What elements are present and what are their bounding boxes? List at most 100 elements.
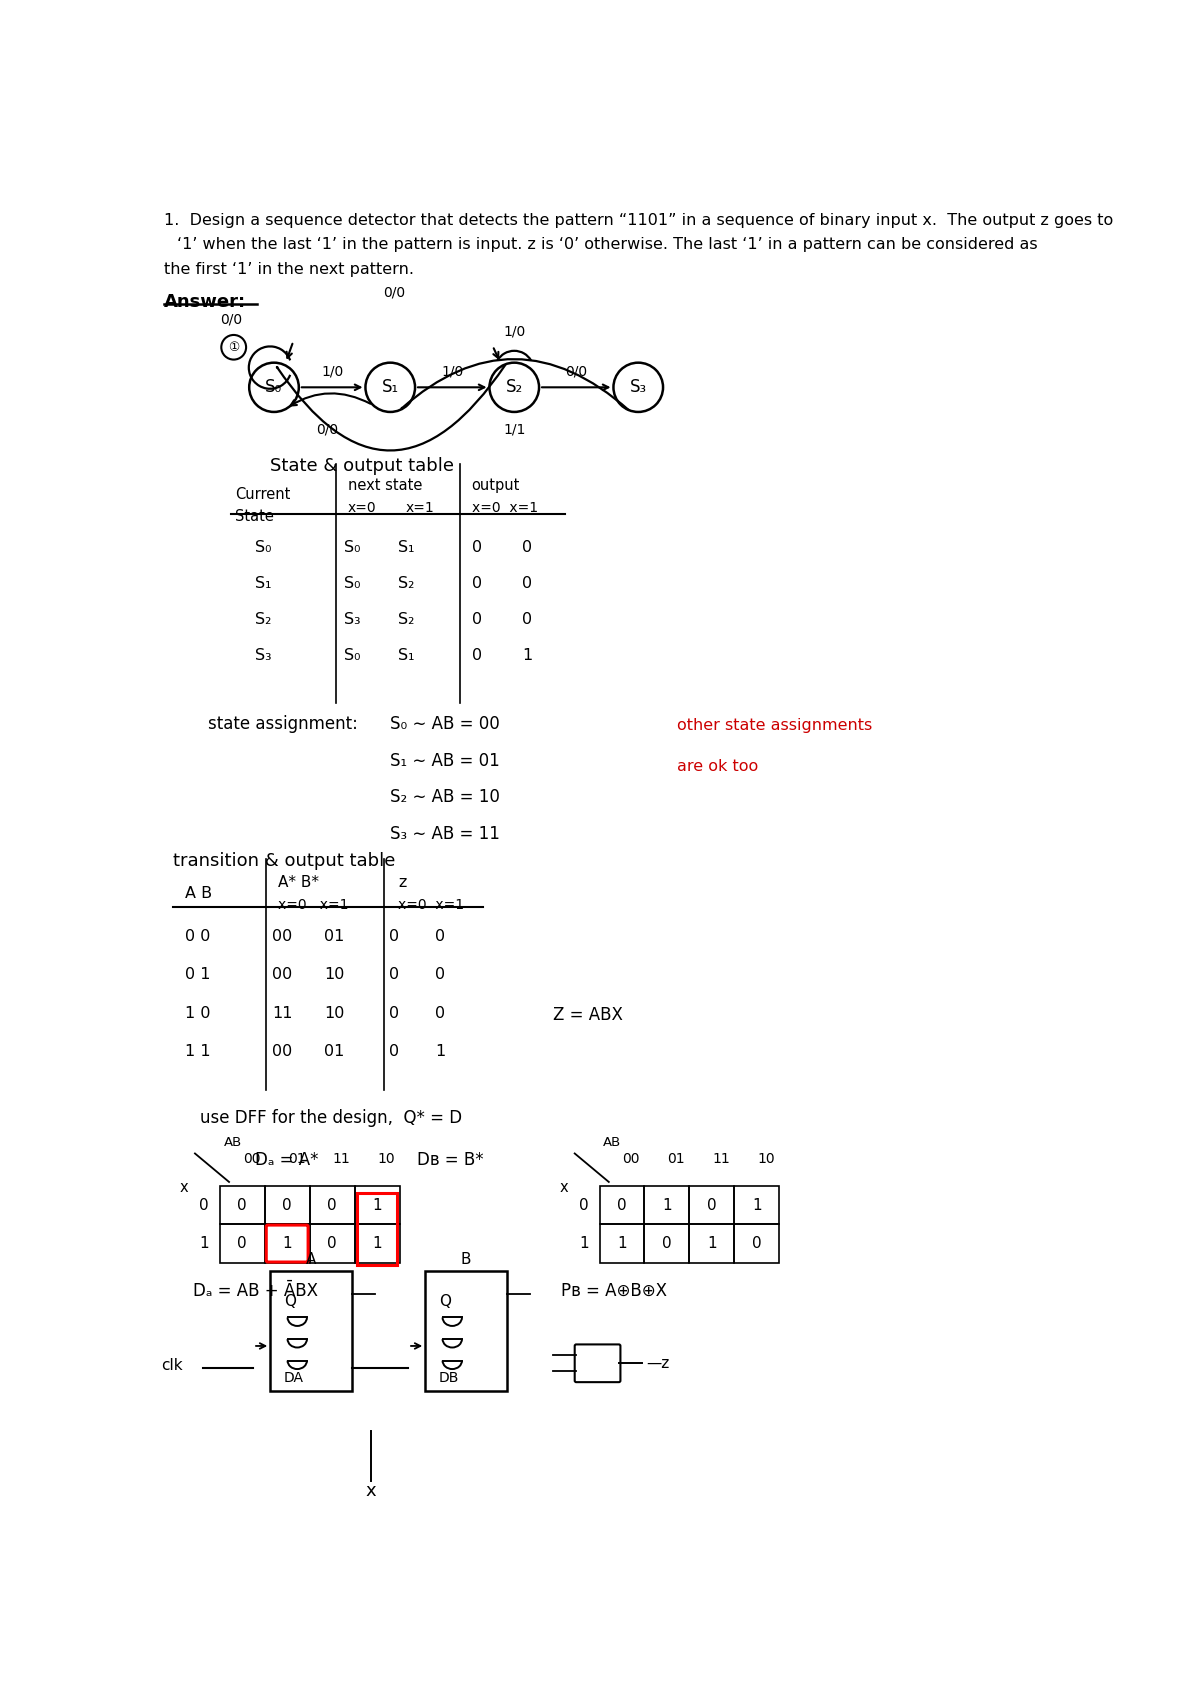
Text: S₃: S₃ (343, 612, 360, 627)
Text: ‘1’ when the last ‘1’ in the pattern is input. z is ‘0’ otherwise. The last ‘1’ : ‘1’ when the last ‘1’ in the pattern is … (178, 237, 1038, 252)
Text: S₀: S₀ (343, 576, 360, 591)
Text: 1/1: 1/1 (503, 424, 526, 437)
Text: are ok too: are ok too (677, 759, 758, 774)
Text: 1 0: 1 0 (185, 1006, 210, 1020)
Text: 1: 1 (662, 1198, 672, 1213)
Text: 0: 0 (522, 612, 532, 627)
Text: x=0: x=0 (348, 501, 377, 515)
Text: S₂: S₂ (398, 576, 414, 591)
Text: 0: 0 (436, 1006, 445, 1020)
Text: 1: 1 (617, 1237, 626, 1252)
Text: 0: 0 (436, 967, 445, 983)
Bar (355, 1225, 400, 1262)
Text: S₁: S₁ (398, 649, 414, 664)
Text: 0: 0 (707, 1198, 716, 1213)
Text: S₀ ∼ AB = 00: S₀ ∼ AB = 00 (390, 715, 500, 732)
FancyArrowPatch shape (277, 364, 505, 451)
Text: S₁: S₁ (398, 540, 414, 554)
Text: 01: 01 (324, 1044, 344, 1059)
Text: S₃: S₃ (630, 378, 647, 396)
Text: B: B (461, 1252, 472, 1267)
Text: 1: 1 (282, 1237, 292, 1252)
Text: 0: 0 (389, 1044, 398, 1059)
Text: S₂: S₂ (505, 378, 523, 396)
Text: 0: 0 (522, 576, 532, 591)
Bar (310, 1186, 355, 1225)
Text: 1 1: 1 1 (185, 1044, 210, 1059)
Text: Current: Current (235, 488, 290, 503)
Text: 0/0: 0/0 (565, 364, 587, 378)
Text: S₂: S₂ (254, 612, 271, 627)
Text: —z: —z (646, 1355, 670, 1370)
Text: 0: 0 (662, 1237, 672, 1252)
Text: x: x (559, 1179, 568, 1194)
Text: State: State (235, 508, 274, 523)
Text: 01: 01 (288, 1152, 305, 1165)
Bar (265, 1186, 310, 1225)
Text: S₀: S₀ (254, 540, 271, 554)
Text: 00: 00 (272, 967, 293, 983)
Bar (644, 1225, 690, 1262)
Text: 1: 1 (522, 649, 533, 664)
Text: 0: 0 (238, 1198, 247, 1213)
Text: Dₐ = AB + ĀBX: Dₐ = AB + ĀBX (193, 1282, 318, 1299)
Text: Dʙ = B*: Dʙ = B* (418, 1152, 484, 1169)
Text: 0: 0 (199, 1198, 209, 1213)
Bar (270, 1270, 352, 1391)
Text: 10: 10 (757, 1152, 775, 1165)
Text: 1.  Design a sequence detector that detects the pattern “1101” in a sequence of : 1. Design a sequence detector that detec… (164, 212, 1114, 227)
Bar (355, 1186, 400, 1225)
Text: S₁ ∼ AB = 01: S₁ ∼ AB = 01 (390, 752, 500, 769)
Text: Pʙ = A⊕B⊕X: Pʙ = A⊕B⊕X (560, 1282, 667, 1299)
Text: S₂: S₂ (398, 612, 414, 627)
Text: S₂ ∼ AB = 10: S₂ ∼ AB = 10 (390, 788, 500, 806)
Text: S₀: S₀ (265, 378, 283, 396)
Text: the first ‘1’ in the next pattern.: the first ‘1’ in the next pattern. (164, 263, 414, 276)
Text: 0: 0 (282, 1198, 292, 1213)
Bar (644, 1186, 690, 1225)
Bar (689, 1186, 734, 1225)
Text: 1: 1 (752, 1198, 762, 1213)
Bar (265, 1225, 310, 1262)
Bar (310, 1225, 355, 1262)
Text: transition & output table: transition & output table (173, 852, 396, 869)
Text: 00: 00 (242, 1152, 260, 1165)
Text: 00: 00 (623, 1152, 640, 1165)
Text: 1: 1 (199, 1237, 209, 1252)
Text: 0: 0 (472, 612, 481, 627)
Text: Dₐ = A*: Dₐ = A* (254, 1152, 318, 1169)
Text: S₀: S₀ (343, 540, 360, 554)
Text: 1/0: 1/0 (322, 364, 343, 378)
Text: 0: 0 (389, 1006, 398, 1020)
Text: S₁: S₁ (254, 576, 271, 591)
Text: 10: 10 (378, 1152, 395, 1165)
Text: 1: 1 (436, 1044, 445, 1059)
Text: State & output table: State & output table (270, 457, 454, 474)
Text: S₀: S₀ (343, 649, 360, 664)
Text: x=1: x=1 (406, 501, 434, 515)
Text: 0 0: 0 0 (185, 928, 210, 944)
Text: 0: 0 (389, 967, 398, 983)
Text: ①: ① (228, 340, 239, 354)
Text: 1: 1 (372, 1198, 382, 1213)
Text: other state assignments: other state assignments (677, 718, 872, 734)
Text: x=0  x=1: x=0 x=1 (398, 898, 464, 911)
Text: 0: 0 (580, 1198, 589, 1213)
Text: A* B*: A* B* (278, 874, 319, 889)
Text: 0: 0 (522, 540, 532, 554)
Text: 0/0: 0/0 (316, 424, 337, 437)
Text: 0: 0 (389, 928, 398, 944)
Text: 11: 11 (713, 1152, 730, 1165)
Text: 0: 0 (472, 649, 481, 664)
Text: 0: 0 (328, 1198, 337, 1213)
Text: 11: 11 (332, 1152, 350, 1165)
Text: 10: 10 (324, 967, 344, 983)
Text: 0: 0 (617, 1198, 626, 1213)
Text: 0: 0 (328, 1237, 337, 1252)
FancyArrowPatch shape (402, 359, 629, 410)
Bar (425, 1270, 506, 1391)
Text: next state: next state (348, 478, 422, 493)
Text: AB: AB (604, 1137, 622, 1149)
Bar (600, 1225, 644, 1262)
Text: Z = ABX: Z = ABX (553, 1006, 623, 1023)
